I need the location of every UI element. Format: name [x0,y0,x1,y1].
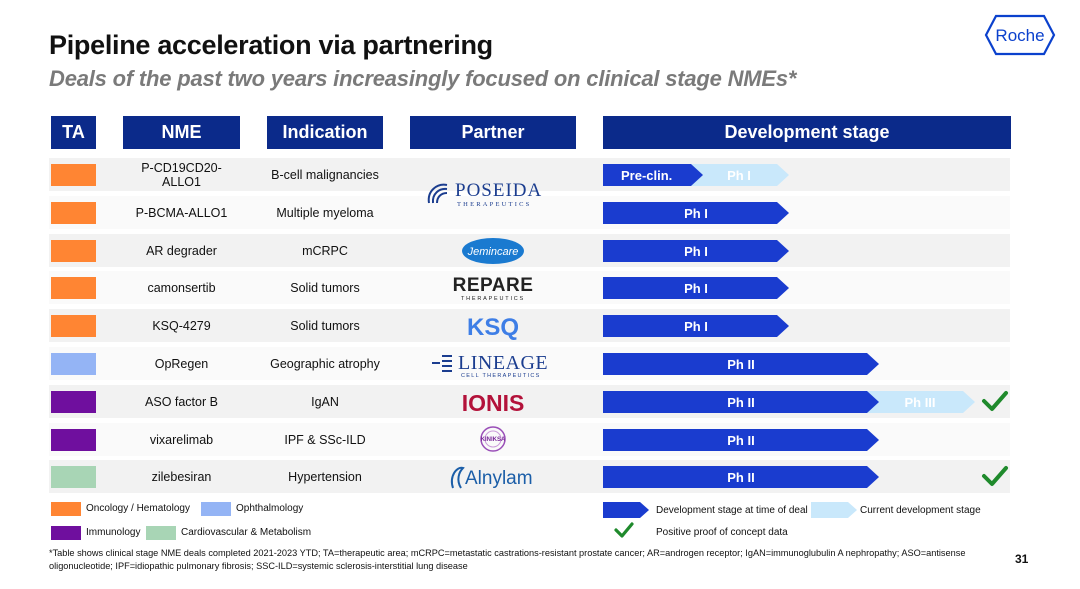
indication-cell: Geographic atrophy [270,356,380,371]
poseida-sub: THERAPEUTICS [457,201,531,208]
ta-color-marker [51,202,96,224]
nme-cell: P-BCMA-ALLO1 [135,205,228,220]
legend-poc-label: Positive proof of concept data [656,527,788,538]
deal-stage-arrow: Ph I [603,240,789,262]
header-ta: TA [51,116,96,149]
partner-logo-jemincare: Jemincare [410,234,576,267]
nme-cell: OpRegen [154,356,209,371]
ta-color-marker [51,277,96,299]
legend-oncology-swatch [51,502,81,516]
ksq-name: KSQ [467,314,519,341]
header-development-stage: Development stage [603,116,1011,149]
partner-logo-repare: REPARE THERAPEUTICS [410,272,576,305]
table-row [49,196,1010,229]
legend-ophthalmology-label: Ophthalmology [236,503,304,514]
current-stage-arrow: Ph I [689,164,789,186]
deal-stage-arrow: Ph II [603,391,879,413]
nme-cell: KSQ-4279 [152,318,211,333]
ta-color-marker [51,353,96,375]
indication-cell: IPF & SSc-ILD [284,432,366,447]
repare-name: REPARE [453,275,533,296]
alnylam-name: Alnylam [465,468,533,489]
ta-color-marker [51,466,96,488]
poseida-name: POSEIDA [455,180,542,201]
table-row [49,309,1010,342]
indication-cell: B-cell malignancies [271,167,379,182]
ta-color-marker [51,240,96,262]
page-subtitle: Deals of the past two years increasingly… [49,66,797,91]
indication-cell: IgAN [311,394,339,409]
legend-ophthalmology-swatch [201,502,231,516]
indication-cell: mCRPC [302,243,348,258]
partner-logo-lineage: LINEAGE CELL THERAPEUTICS [410,347,576,380]
partner-logo-ksq: KSQ [410,309,576,342]
partner-logo-kiniksa: KINIKSA [410,422,576,455]
legend-check-icon [614,522,634,538]
deal-stage-arrow: Pre-clin. [603,164,703,186]
ionis-name: IONIS [462,390,525,416]
legend-immunology-label: Immunology [86,527,141,538]
deal-stage-arrow: Ph I [603,202,789,224]
header-partner: Partner [410,116,576,149]
ta-color-marker [51,391,96,413]
page-number: 31 [1015,552,1029,566]
table-row [49,271,1010,304]
legend-stage-at-deal-label: Development stage at time of deal [656,505,808,516]
deal-stage-arrow: Ph II [603,429,879,451]
legend-cardio-swatch [146,526,176,540]
legend-current-stage-arrow [811,502,857,518]
nme-cell: AR degrader [146,243,217,258]
nme-cell: ASO factor B [145,394,218,409]
jemincare-name: Jemincare [467,246,519,258]
indication-cell: Hypertension [288,469,362,484]
proof-of-concept-check-icon [982,466,1008,486]
indication-cell: Solid tumors [290,280,360,295]
legend-stage-at-deal-arrow [603,502,649,518]
ta-color-marker [51,164,96,186]
page-title: Pipeline acceleration via partnering [49,30,493,60]
header-nme: NME [123,116,240,149]
deal-stage-arrow: Ph II [603,353,879,375]
nme-cell: camonsertib [147,280,216,295]
indication-cell: Solid tumors [290,318,360,333]
partner-logo-alnylam: Alnylam [410,460,576,493]
roche-logo-text: Roche [995,26,1044,45]
legend-immunology-swatch [51,526,81,540]
partner-logo-ionis: IONIS [410,385,576,418]
table-row [49,158,1010,191]
deal-stage-arrow: Ph I [603,315,789,337]
lineage-sub: CELL THERAPEUTICS [461,373,541,379]
footnote: *Table shows clinical stage NME deals co… [49,548,966,571]
deal-stage-arrow: Ph II [603,466,879,488]
header-indication: Indication [267,116,383,149]
legend-oncology-label: Oncology / Hematology [86,503,190,514]
ta-color-marker [51,429,96,451]
table-row [49,234,1010,267]
nme-cell: zilebesiran [151,469,212,484]
indication-cell: Multiple myeloma [276,205,374,220]
kiniksa-name: KINIKSA [481,437,506,443]
repare-sub: THERAPEUTICS [461,296,525,302]
nme-cell: P-CD19CD20-ALLO1 [141,160,222,189]
legend-cardio-label: Cardiovascular & Metabolism [181,527,312,538]
ta-color-marker [51,315,96,337]
partner-logo-poseida: POSEIDA THERAPEUTICS [410,173,576,213]
deal-stage-arrow: Ph I [603,277,789,299]
legend-current-stage-label: Current development stage [860,505,981,516]
nme-cell: vixarelimab [149,432,214,447]
lineage-name: LINEAGE [458,352,548,374]
current-stage-arrow: Ph III [865,391,975,413]
roche-logo: Roche [984,14,1056,56]
proof-of-concept-check-icon [982,391,1008,411]
